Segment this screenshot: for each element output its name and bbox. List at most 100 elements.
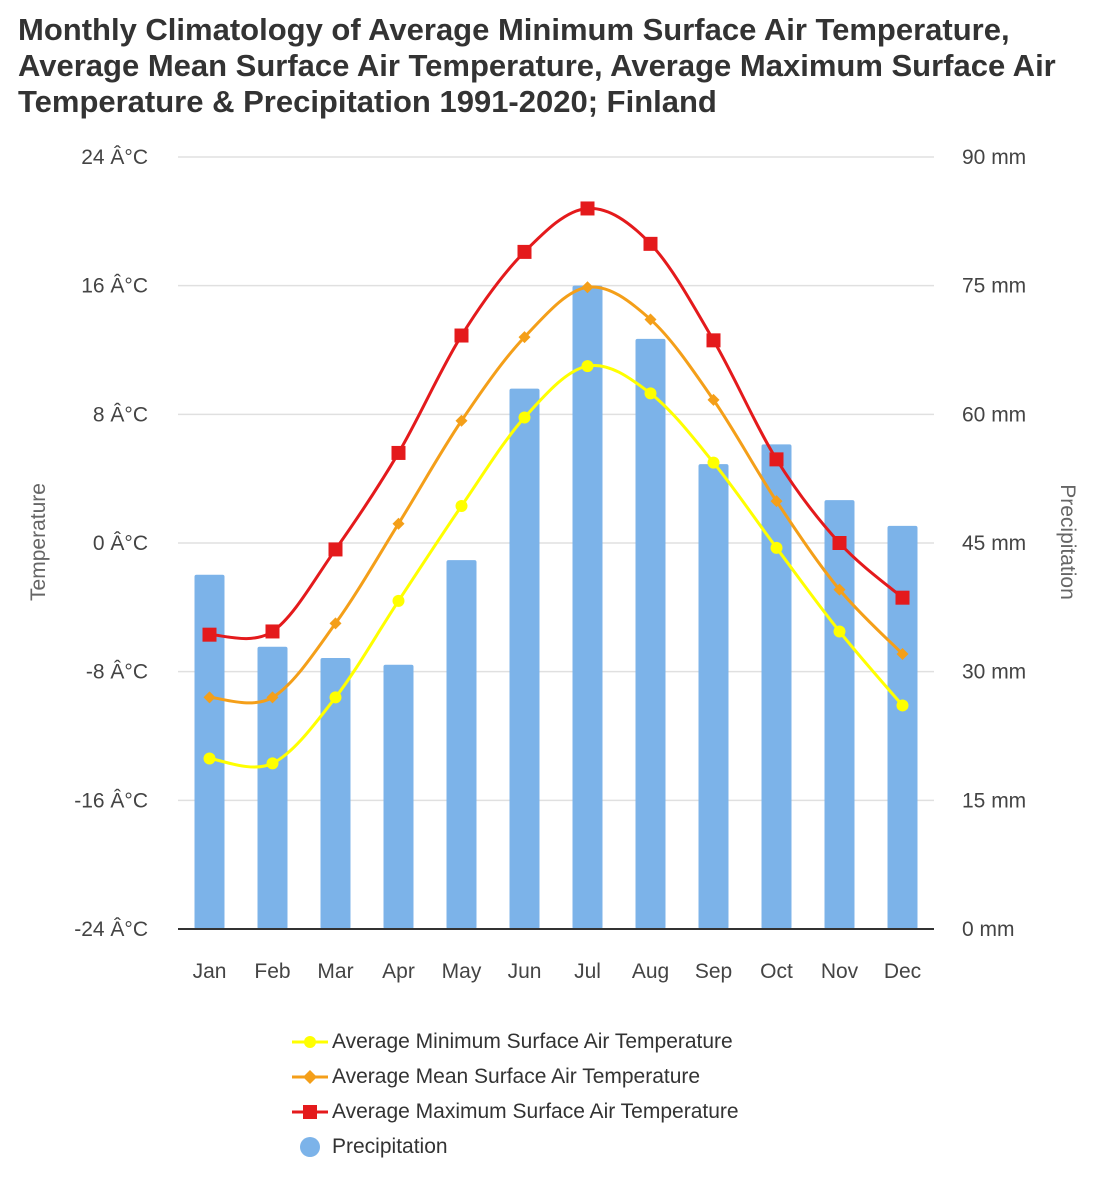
legend-min-temp-label: Average Minimum Surface Air Temperature [332,1029,733,1053]
chart-title-line-3: Temperature & Precipitation 1991-2020; F… [18,84,717,119]
right-tick-label: 0 mm [962,918,1015,941]
series-line-3 [209,206,904,640]
mean-temp-point[interactable] [644,313,657,326]
x-tick-label: Aug [632,960,669,983]
right-tick-label: 60 mm [962,403,1026,426]
x-tick-label: Feb [254,960,290,983]
legend-item-min-temp[interactable]: Average Minimum Surface Air Temperature [290,1024,739,1059]
max-temp-point[interactable] [391,445,406,460]
min-temp-point[interactable] [896,699,909,712]
climate-chart: 24 Â°C 16 Â°C 8 Â°C 0 Â°C -8 Â°C -16 Â°C -24 Â… [27,146,1079,983]
legend-min-temp-marker [290,1032,330,1052]
max-temp-point[interactable] [454,328,469,343]
chart-title-line-2: Average Mean Surface Air Temperature, Av… [18,48,1056,83]
mean-temp-point[interactable] [329,617,342,630]
x-tick-label: Apr [382,960,415,983]
max-temp-point[interactable] [643,236,658,251]
max-temp-point[interactable] [706,333,721,348]
left-tick-label: 8 Â°C [93,403,148,426]
mean-temp-point[interactable] [707,393,720,406]
chart-title: Monthly Climatology of Average Minimum S… [18,12,1108,120]
gridlines [178,156,934,802]
min-temp-point[interactable] [203,752,216,765]
min-temp-point[interactable] [581,360,594,373]
left-tick-label: -8 Â°C [86,661,148,684]
legend-max-temp-marker [290,1102,330,1122]
right-tick-label: 30 mm [962,661,1026,684]
precipitation-bar[interactable] [383,664,414,929]
min-temp-point[interactable] [266,757,279,770]
right-axis-title: Precipitation [1056,484,1079,600]
x-tick-label: Jun [508,960,542,983]
precipitation-bar[interactable] [887,525,918,929]
mean-temp-point[interactable] [770,495,783,508]
mean-temp-point[interactable] [266,691,279,704]
max-temp-point[interactable] [580,201,595,216]
temperature-lines [202,201,910,770]
left-axis-title: Temperature [27,483,50,601]
max-temp-point[interactable] [517,244,532,259]
legend-item-max-temp[interactable]: Average Maximum Surface Air Temperature [290,1094,739,1129]
mean-temp-point[interactable] [392,517,405,530]
max-temp-point[interactable] [895,590,910,605]
mean-temp-point[interactable] [203,691,216,704]
max-temp-point[interactable] [202,627,217,642]
max-temp-point[interactable] [328,542,343,557]
mean-temp-point[interactable] [455,414,468,427]
x-tick-label: Jan [193,960,227,983]
min-temp-point[interactable] [833,625,846,638]
axes: 24 Â°C 16 Â°C 8 Â°C 0 Â°C -8 Â°C -16 Â°C -24 Â… [74,146,1026,983]
legend-max-temp-label: Average Maximum Surface Air Temperature [332,1099,739,1123]
legend-item-precipitation[interactable]: Precipitation [290,1129,739,1164]
mean-temp-point[interactable] [833,583,846,596]
x-tick-label: Nov [821,960,859,983]
mean-temp-point[interactable] [518,331,531,344]
precipitation-bar[interactable] [761,444,792,929]
right-tick-label: 15 mm [962,789,1026,812]
precipitation-bar[interactable] [509,388,540,930]
left-tick-label: 0 Â°C [93,532,148,555]
legend-item-mean-temp[interactable]: Average Mean Surface Air Temperature [290,1059,739,1094]
precipitation-bar[interactable] [194,574,225,929]
left-tick-label: -16 Â°C [74,789,148,812]
min-temp-point[interactable] [455,500,468,513]
chart-title-line-1: Monthly Climatology of Average Minimum S… [18,12,1010,47]
min-temp-point[interactable] [770,541,783,554]
x-tick-label: Mar [317,960,353,983]
right-tick-label: 75 mm [962,275,1026,298]
x-tick-label: May [442,960,482,983]
min-temp-point[interactable] [644,387,657,400]
min-temp-point[interactable] [707,456,720,469]
legend-precipitation-marker [290,1136,330,1157]
max-temp-point[interactable] [832,536,847,550]
mean-temp-point[interactable] [896,647,909,660]
max-temp-point[interactable] [769,452,784,467]
precipitation-bar[interactable] [446,560,477,929]
right-tick-label: 45 mm [962,532,1026,555]
min-temp-point[interactable] [329,691,342,704]
left-tick-label: -24 Â°C [74,918,148,941]
precipitation-bar[interactable] [698,464,729,929]
left-tick-label: 24 Â°C [81,146,148,169]
precipitation-bar[interactable] [635,338,666,929]
series-line-1 [209,363,904,769]
x-tick-label: Dec [884,960,921,983]
mean-temp-point[interactable] [581,281,594,294]
precipitation-bar[interactable] [824,500,855,929]
min-temp-point[interactable] [518,411,531,424]
x-tick-label: Jul [574,960,601,983]
chart-legend: Average Minimum Surface Air Temperature … [290,1024,739,1164]
x-tick-label: Oct [760,960,793,983]
min-temp-point[interactable] [392,594,405,607]
precipitation-bar[interactable] [320,657,351,929]
precipitation-bar[interactable] [257,646,288,929]
x-tick-label: Sep [695,960,732,983]
precipitation-bar[interactable] [572,285,603,930]
legend-mean-temp-marker [290,1067,330,1087]
right-tick-label: 90 mm [962,146,1026,169]
precipitation-bars [194,285,918,930]
max-temp-point[interactable] [265,624,280,639]
legend-precipitation-label: Precipitation [332,1134,448,1158]
legend-mean-temp-label: Average Mean Surface Air Temperature [332,1064,701,1088]
left-tick-label: 16 Â°C [81,275,148,298]
